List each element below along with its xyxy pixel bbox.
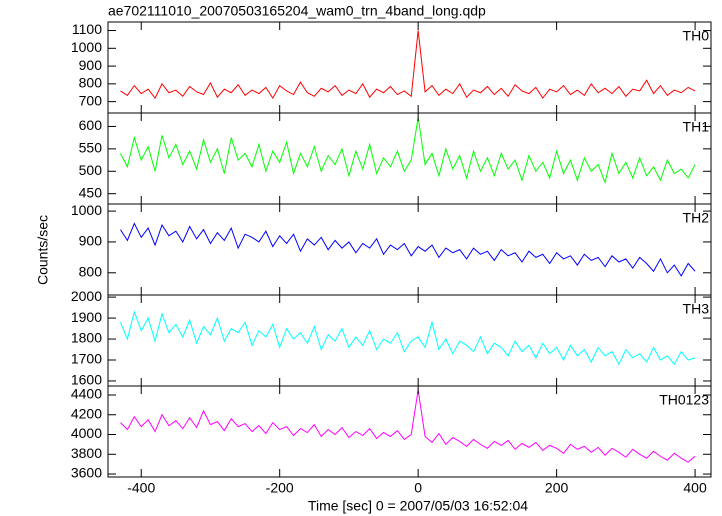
y-tick-label: 700 <box>79 92 103 108</box>
x-tick-label: 400 <box>683 480 707 496</box>
panel-frame <box>107 294 712 387</box>
data-line <box>120 30 696 100</box>
panel-frame <box>107 385 712 478</box>
data-line <box>120 389 696 463</box>
panel-label: TH1 <box>683 119 710 135</box>
chart-title: ae702111010_20070503165204_wam0_trn_4ban… <box>108 3 486 19</box>
y-tick-label: 900 <box>79 233 103 249</box>
data-line <box>119 310 696 366</box>
y-tick-label: 3800 <box>71 445 102 461</box>
y-tick-label: 600 <box>79 117 103 133</box>
x-tick-label: 200 <box>545 480 569 496</box>
y-tick-label: 2000 <box>71 288 102 304</box>
y-tick-label: 800 <box>79 75 103 91</box>
y-tick-label: 1600 <box>71 372 102 388</box>
y-tick-label: 1700 <box>71 351 102 367</box>
panel-frame <box>107 112 712 205</box>
y-tick-label: 1000 <box>71 39 102 55</box>
y-tick-label: 500 <box>79 162 103 178</box>
y-tick-label: 1100 <box>72 21 102 37</box>
x-tick-label: -200 <box>266 480 294 496</box>
panel-frame <box>107 203 712 296</box>
data-line <box>120 117 696 185</box>
data-line <box>120 222 696 277</box>
panel-label: TH0123 <box>659 392 709 408</box>
y-tick-label: 4200 <box>71 405 102 421</box>
y-tick-label: 3600 <box>71 465 102 481</box>
panel-label: TH2 <box>683 210 710 226</box>
y-tick-label: 4000 <box>71 425 102 441</box>
y-tick-label: 450 <box>79 184 103 200</box>
y-tick-label: 550 <box>79 140 103 156</box>
panel-label: TH3 <box>683 301 710 317</box>
panel-frame <box>107 21 712 114</box>
panel-label: TH0 <box>683 28 710 44</box>
y-tick-label: 1800 <box>71 330 102 346</box>
x-axis-label: Time [sec] 0 = 2007/05/03 16:52:04 <box>308 498 528 514</box>
y-tick-label: 1900 <box>71 309 102 325</box>
y-tick-label: 900 <box>79 57 103 73</box>
y-tick-label: 800 <box>79 263 103 279</box>
y-tick-label: 1000 <box>71 202 102 218</box>
x-tick-label: -400 <box>127 480 155 496</box>
x-tick-label: 0 <box>414 480 422 496</box>
y-axis-label: Counts/sec <box>35 215 51 285</box>
y-tick-label: 4400 <box>71 386 102 402</box>
